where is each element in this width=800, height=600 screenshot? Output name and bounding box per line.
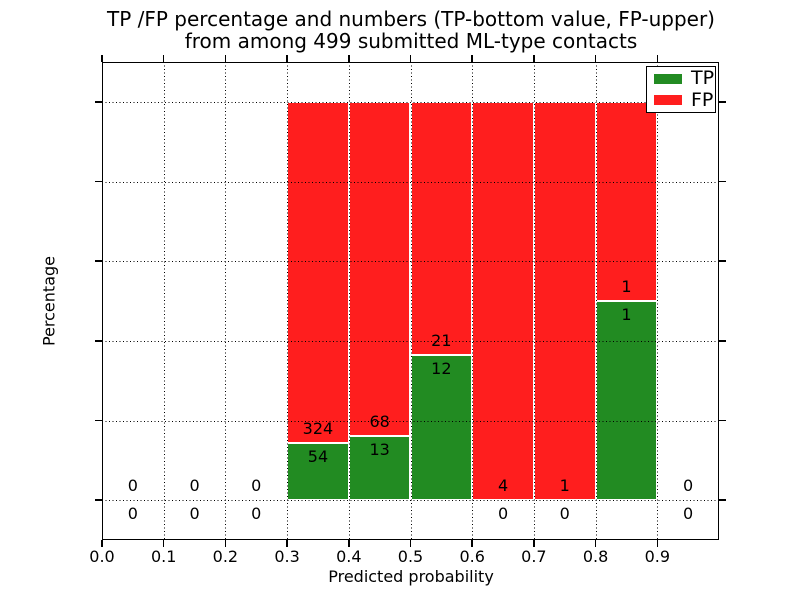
- y-tick-mark: [95, 419, 102, 422]
- legend-swatch-tp-icon: [654, 73, 682, 84]
- fp-count-label: 0: [683, 476, 694, 496]
- legend-label-fp: FP: [691, 88, 714, 111]
- y-tick-mark-right: [719, 499, 726, 501]
- x-tick-mark: [471, 540, 473, 547]
- legend-swatch-fp-icon: [654, 95, 682, 106]
- tp-count-label: 0: [683, 504, 694, 524]
- x-tick-mark: [162, 540, 165, 547]
- y-tick-mark-right: [719, 340, 726, 342]
- gridline-vertical: [348, 62, 350, 540]
- fp-count-label: 21: [431, 331, 452, 351]
- tp-count-label: 0: [189, 504, 200, 524]
- y-tick-mark-right: [719, 180, 726, 183]
- x-tick-label: 0.0: [89, 547, 115, 566]
- y-tick-mark-right: [719, 419, 726, 422]
- bar-fp-segment: [472, 101, 534, 501]
- bar-fp-segment: [287, 101, 349, 444]
- x-tick-mark: [656, 540, 659, 547]
- x-tick-label: 0.4: [336, 547, 362, 566]
- gridline-vertical: [595, 62, 597, 540]
- gridline-vertical: [657, 62, 659, 540]
- chart-title-line-2: from among 499 submitted ML-type contact…: [184, 29, 638, 53]
- tp-count-label: 12: [431, 359, 452, 379]
- x-tick-label: 0.2: [212, 547, 239, 566]
- y-tick-mark: [95, 101, 102, 103]
- fp-count-label: 0: [251, 476, 262, 496]
- bar-fp-segment: [533, 101, 596, 501]
- chart-title-line-1: TP /FP percentage and numbers (TP-bottom…: [107, 7, 715, 31]
- gridline-vertical: [472, 62, 474, 540]
- y-tick-mark: [95, 499, 102, 501]
- bar-fp-segment: [595, 101, 658, 301]
- legend-label-tp: TP: [691, 67, 715, 90]
- tp-count-label: 0: [251, 504, 262, 524]
- x-tick-mark-top: [101, 55, 103, 62]
- y-tick-mark: [95, 340, 102, 342]
- fp-count-label: 4: [497, 476, 509, 496]
- bar-fp-segment: [348, 101, 411, 437]
- x-tick-mark: [594, 540, 597, 547]
- y-tick-mark-right: [719, 101, 726, 103]
- x-tick-mark-top: [162, 55, 165, 62]
- chart-title: TP /FP percentage and numbers (TP-bottom…: [107, 8, 715, 52]
- y-tick-mark: [95, 260, 102, 262]
- gridline-vertical: [287, 62, 289, 540]
- x-tick-mark-top: [224, 55, 227, 62]
- x-tick-mark: [224, 540, 227, 547]
- x-tick-mark-top: [348, 55, 350, 62]
- tp-count-label: 54: [307, 447, 329, 467]
- y-tick-mark-right: [719, 260, 726, 262]
- x-tick-label: 0.7: [521, 547, 547, 566]
- y-tick-mark: [95, 180, 102, 183]
- fp-count-label: 68: [369, 412, 390, 432]
- bar-tp-segment: [595, 301, 658, 501]
- x-tick-mark: [409, 540, 412, 547]
- gridline-vertical: [225, 62, 227, 540]
- bar-fp-segment: [410, 101, 473, 356]
- x-tick-mark-top: [471, 55, 473, 62]
- x-tick-label: 0.8: [582, 547, 609, 566]
- x-tick-label: 0.5: [397, 547, 424, 566]
- legend-item-fp: FP: [647, 88, 715, 111]
- legend: TP FP: [646, 66, 716, 113]
- x-tick-mark: [286, 540, 288, 547]
- tp-count-label: 0: [127, 504, 138, 524]
- gridline-vertical: [163, 62, 165, 540]
- x-tick-mark: [101, 540, 103, 547]
- fp-count-label: 1: [559, 476, 570, 496]
- x-tick-mark-top: [656, 55, 659, 62]
- fp-count-label: 1: [621, 277, 632, 296]
- x-tick-mark-top: [286, 55, 288, 62]
- x-tick-mark: [533, 540, 535, 547]
- tp-count-label: 0: [497, 504, 509, 524]
- bar-tp-segment: [287, 443, 349, 501]
- tp-count-label: 0: [559, 504, 570, 524]
- fp-count-label: 324: [302, 419, 334, 439]
- fp-count-label: 0: [189, 476, 200, 496]
- x-tick-mark: [348, 540, 350, 547]
- x-tick-label: 0.1: [150, 547, 177, 566]
- tp-count-label: 1: [621, 305, 632, 324]
- x-tick-label: 0.6: [459, 547, 485, 566]
- legend-item-tp: TP: [647, 69, 715, 88]
- y-axis-label: Percentage: [39, 255, 59, 347]
- x-tick-mark-top: [594, 55, 597, 62]
- x-axis-label: Predicted probability: [328, 567, 494, 586]
- tp-count-label: 13: [369, 440, 390, 460]
- gridline-vertical: [533, 62, 535, 540]
- gridline-vertical: [410, 62, 412, 540]
- x-tick-label: 0.9: [644, 547, 671, 566]
- x-tick-label: 0.3: [274, 547, 300, 566]
- fp-count-label: 0: [127, 476, 138, 496]
- x-tick-mark-top: [533, 55, 535, 62]
- x-tick-mark-top: [409, 55, 412, 62]
